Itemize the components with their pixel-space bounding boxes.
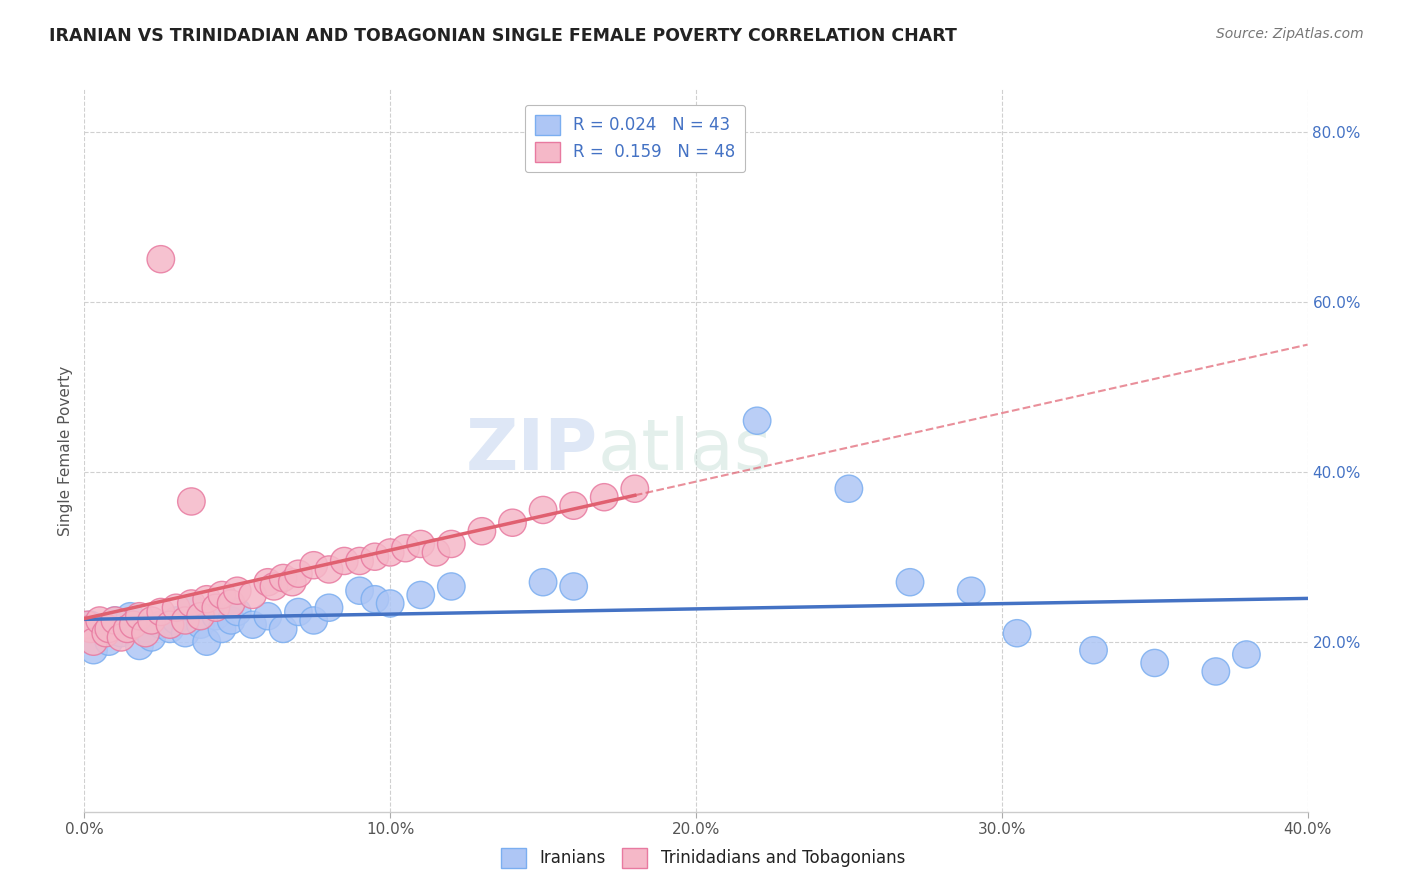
- Legend: Iranians, Trinidadians and Tobagonians: Iranians, Trinidadians and Tobagonians: [495, 841, 911, 875]
- Ellipse shape: [591, 483, 619, 511]
- Ellipse shape: [177, 594, 205, 622]
- Ellipse shape: [172, 607, 200, 634]
- Ellipse shape: [560, 573, 588, 600]
- Ellipse shape: [101, 607, 129, 634]
- Ellipse shape: [499, 509, 526, 536]
- Ellipse shape: [621, 475, 648, 502]
- Ellipse shape: [114, 615, 141, 642]
- Ellipse shape: [1202, 658, 1230, 685]
- Ellipse shape: [177, 488, 205, 515]
- Ellipse shape: [377, 590, 404, 617]
- Ellipse shape: [172, 620, 200, 647]
- Ellipse shape: [208, 615, 236, 642]
- Legend: R = 0.024   N = 43, R =  0.159   N = 48: R = 0.024 N = 43, R = 0.159 N = 48: [524, 104, 745, 172]
- Ellipse shape: [361, 586, 388, 613]
- Ellipse shape: [560, 492, 588, 519]
- Ellipse shape: [239, 611, 266, 639]
- Ellipse shape: [315, 594, 343, 622]
- Ellipse shape: [91, 620, 120, 647]
- Ellipse shape: [125, 603, 153, 630]
- Ellipse shape: [86, 615, 114, 642]
- Ellipse shape: [73, 611, 101, 639]
- Ellipse shape: [107, 620, 135, 647]
- Ellipse shape: [193, 586, 221, 613]
- Ellipse shape: [299, 607, 328, 634]
- Ellipse shape: [315, 556, 343, 583]
- Ellipse shape: [162, 607, 190, 634]
- Ellipse shape: [278, 568, 307, 596]
- Ellipse shape: [284, 560, 312, 587]
- Ellipse shape: [86, 607, 114, 634]
- Ellipse shape: [346, 548, 374, 574]
- Ellipse shape: [80, 628, 107, 656]
- Ellipse shape: [377, 539, 404, 566]
- Ellipse shape: [422, 539, 450, 566]
- Ellipse shape: [218, 590, 245, 617]
- Ellipse shape: [107, 624, 135, 651]
- Ellipse shape: [392, 534, 419, 562]
- Ellipse shape: [96, 615, 122, 642]
- Ellipse shape: [125, 632, 153, 659]
- Ellipse shape: [132, 620, 159, 647]
- Ellipse shape: [284, 599, 312, 625]
- Text: ZIP: ZIP: [465, 416, 598, 485]
- Ellipse shape: [148, 245, 174, 273]
- Ellipse shape: [193, 628, 221, 656]
- Y-axis label: Single Female Poverty: Single Female Poverty: [58, 366, 73, 535]
- Ellipse shape: [162, 594, 190, 622]
- Ellipse shape: [156, 615, 184, 642]
- Ellipse shape: [346, 577, 374, 604]
- Ellipse shape: [1233, 640, 1260, 668]
- Ellipse shape: [330, 548, 359, 574]
- Ellipse shape: [1004, 620, 1031, 647]
- Ellipse shape: [406, 531, 434, 558]
- Ellipse shape: [202, 603, 229, 630]
- Ellipse shape: [218, 607, 245, 634]
- Ellipse shape: [896, 568, 924, 596]
- Ellipse shape: [101, 607, 129, 634]
- Ellipse shape: [117, 603, 143, 630]
- Ellipse shape: [224, 599, 252, 625]
- Ellipse shape: [239, 582, 266, 608]
- Ellipse shape: [120, 611, 148, 639]
- Ellipse shape: [148, 599, 174, 625]
- Ellipse shape: [835, 475, 863, 502]
- Ellipse shape: [177, 590, 205, 617]
- Ellipse shape: [437, 573, 465, 600]
- Ellipse shape: [529, 568, 557, 596]
- Ellipse shape: [468, 517, 496, 545]
- Ellipse shape: [1140, 649, 1168, 676]
- Ellipse shape: [529, 496, 557, 524]
- Ellipse shape: [132, 615, 159, 642]
- Ellipse shape: [187, 611, 214, 639]
- Ellipse shape: [224, 577, 252, 604]
- Ellipse shape: [361, 543, 388, 570]
- Ellipse shape: [744, 407, 770, 434]
- Ellipse shape: [138, 624, 166, 651]
- Ellipse shape: [208, 582, 236, 608]
- Text: atlas: atlas: [598, 416, 772, 485]
- Ellipse shape: [1080, 637, 1108, 664]
- Ellipse shape: [254, 603, 281, 630]
- Text: Source: ZipAtlas.com: Source: ZipAtlas.com: [1216, 27, 1364, 41]
- Ellipse shape: [77, 615, 104, 642]
- Ellipse shape: [80, 637, 107, 664]
- Ellipse shape: [406, 582, 434, 608]
- Ellipse shape: [156, 611, 184, 639]
- Ellipse shape: [270, 565, 297, 591]
- Ellipse shape: [299, 551, 328, 579]
- Ellipse shape: [202, 594, 229, 622]
- Ellipse shape: [957, 577, 986, 604]
- Ellipse shape: [254, 568, 281, 596]
- Ellipse shape: [138, 607, 166, 634]
- Ellipse shape: [148, 611, 174, 639]
- Ellipse shape: [77, 611, 104, 639]
- Ellipse shape: [437, 531, 465, 558]
- Ellipse shape: [270, 615, 297, 642]
- Ellipse shape: [187, 603, 214, 630]
- Ellipse shape: [260, 573, 288, 600]
- Text: IRANIAN VS TRINIDADIAN AND TOBAGONIAN SINGLE FEMALE POVERTY CORRELATION CHART: IRANIAN VS TRINIDADIAN AND TOBAGONIAN SI…: [49, 27, 957, 45]
- Ellipse shape: [96, 628, 122, 656]
